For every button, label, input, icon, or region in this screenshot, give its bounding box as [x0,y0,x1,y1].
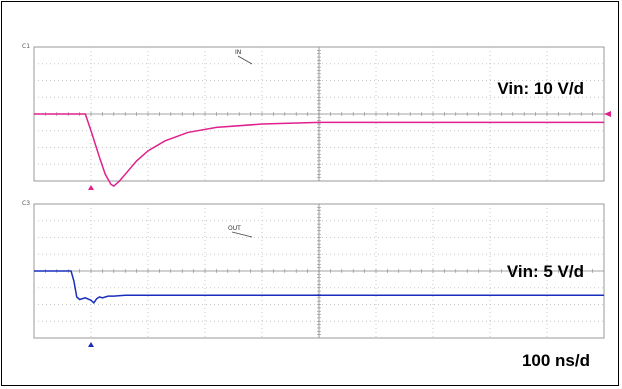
panel-top: C1 IN Vin: 10 V/d [22,43,611,190]
scale-label-top: Vin: 10 V/d [497,79,584,98]
probe-leader-in [237,55,253,65]
scale-label-bottom: Vin: 5 V/d [507,262,584,281]
timebase-label: 100 ns/d [522,351,590,370]
channel-tag-c3: C3 [22,200,30,207]
probe-leader-out [231,231,253,238]
panel-bottom: C3 OUT Vin: 5 V/d [22,200,605,347]
ticks-bottom [45,207,593,335]
ground-marker-top [604,111,611,117]
trigger-marker-bottom [88,342,94,347]
probe-label-in: IN [235,49,241,56]
probe-label-out: OUT [228,225,241,232]
channel-tag-c1: C1 [22,43,30,50]
trace-in [34,113,604,187]
trigger-marker-top [88,185,94,190]
trace-out [34,270,604,304]
